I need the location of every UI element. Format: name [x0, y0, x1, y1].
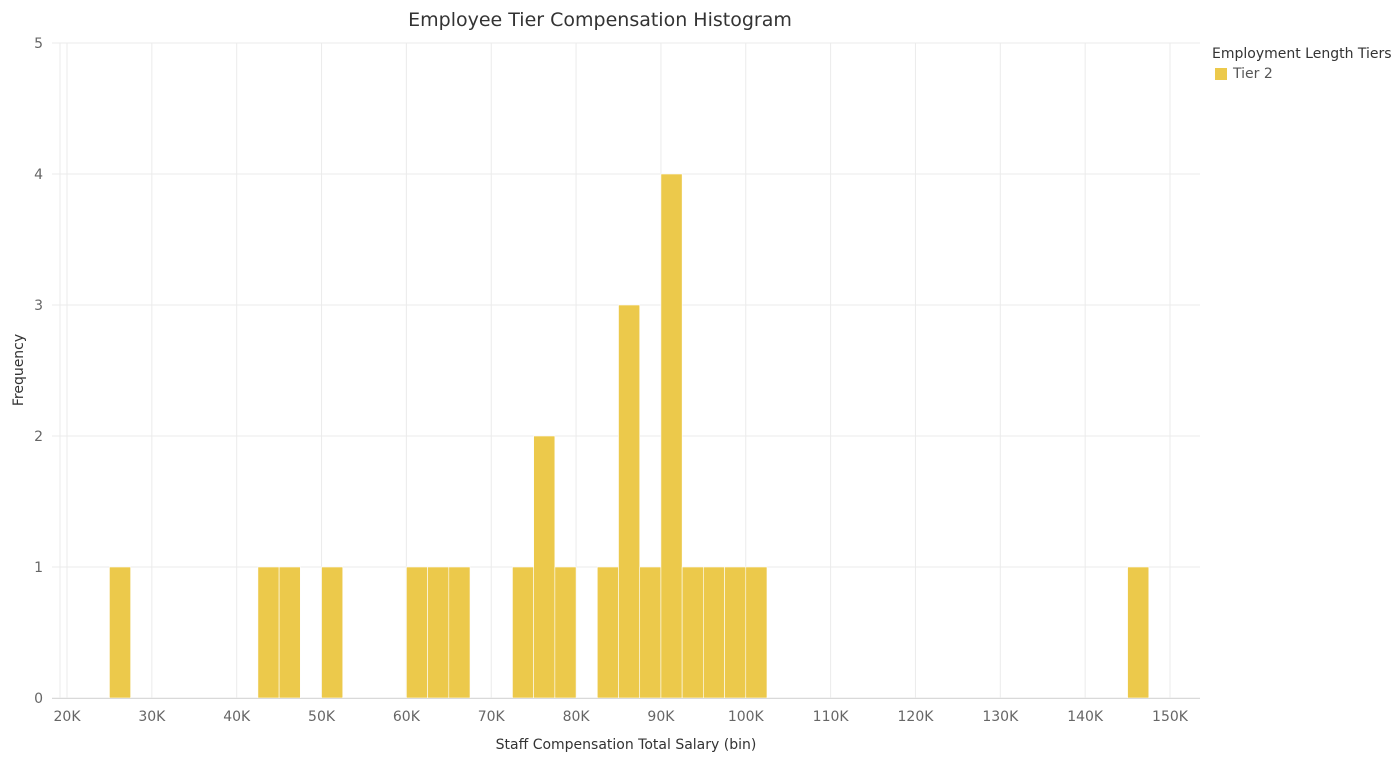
histogram-bar: [321, 566, 344, 699]
histogram-bar: [639, 566, 662, 699]
x-axis-title: Staff Compensation Total Salary (bin): [496, 737, 757, 753]
x-tick-label: 120K: [898, 709, 935, 725]
histogram-bar: [596, 566, 619, 699]
histogram-bar: [427, 566, 450, 699]
histogram-bar: [554, 566, 577, 699]
histogram-bar: [703, 566, 725, 699]
legend-item-tier-2[interactable]: Tier 2: [1215, 66, 1396, 82]
x-tick-label: 30K: [138, 709, 166, 725]
histogram-bar: [109, 566, 131, 699]
histogram-bar: [278, 566, 301, 699]
x-tick-label: 90K: [647, 709, 675, 725]
histogram-bar: [681, 566, 704, 699]
y-tick-label: 5: [34, 36, 43, 52]
histogram-bar: [618, 304, 641, 699]
histogram-bar: [660, 173, 683, 699]
x-tick-label: 100K: [728, 709, 765, 725]
histogram-bar: [257, 566, 280, 699]
y-tick-label: 1: [34, 560, 43, 576]
x-tick-label: 140K: [1067, 709, 1104, 725]
x-tick-label: 110K: [813, 709, 850, 725]
histogram-bar: [406, 566, 428, 699]
histogram-bar: [745, 566, 768, 699]
histogram-bar: [1127, 566, 1150, 699]
y-tick-label: 3: [34, 298, 43, 314]
x-tick-label: 20K: [54, 709, 82, 725]
y-axis-title: Frequency: [11, 334, 27, 406]
legend: Employment Length Tiers Tier 2: [1212, 46, 1396, 82]
y-tick-label: 4: [34, 167, 43, 183]
x-tick-label: 80K: [563, 709, 591, 725]
histogram-bar: [724, 566, 747, 699]
legend-label: Tier 2: [1233, 66, 1273, 82]
x-tick-label: 60K: [393, 709, 421, 725]
y-tick-label: 0: [34, 691, 43, 707]
y-tick-label: 2: [34, 429, 43, 445]
legend-title: Employment Length Tiers: [1212, 46, 1392, 62]
x-tick-label: 70K: [478, 709, 506, 725]
histogram-bar: [512, 566, 534, 699]
x-tick-label: 130K: [982, 709, 1019, 725]
histogram-bar: [533, 435, 556, 699]
legend-swatch: [1215, 68, 1227, 80]
x-tick-label: 40K: [223, 709, 251, 725]
histogram-bar: [448, 566, 471, 699]
chart-title: Employee Tier Compensation Histogram: [408, 9, 792, 31]
x-tick-label: 150K: [1152, 709, 1189, 725]
histogram-chart: 20K 30K 40K 50K 60K 70K 80K 90K 100K 110K 120K 130K…: [11, 36, 1200, 753]
x-tick-label: 50K: [308, 709, 336, 725]
